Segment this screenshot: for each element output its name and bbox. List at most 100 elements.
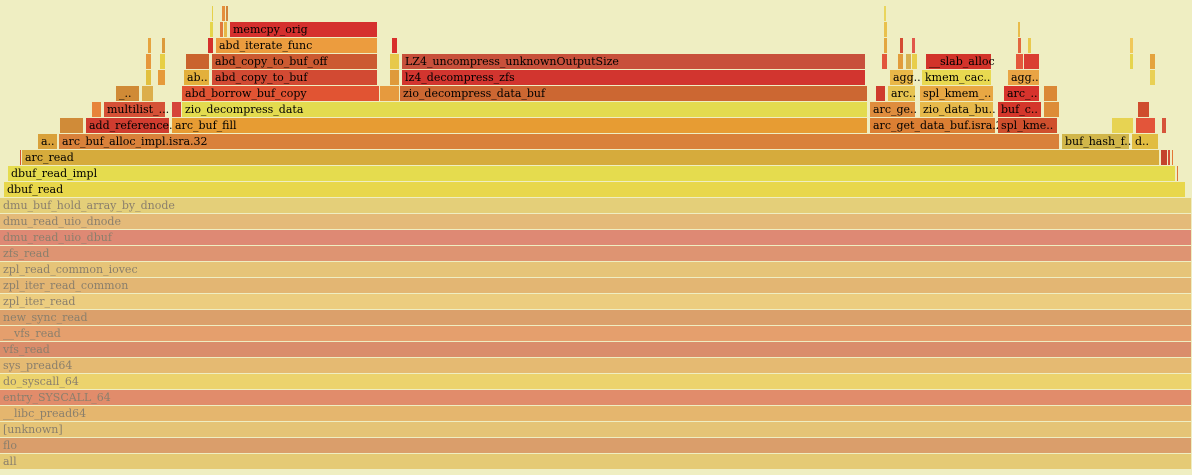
frame-bar[interactable] (0, 262, 1191, 277)
frame-unlabeled[interactable] (912, 38, 915, 53)
frame-bar[interactable] (1177, 166, 1178, 181)
frame-zpl-read-common-iovec[interactable]: zpl_read_common_ioveczpl_read_common_iov… (0, 262, 1191, 277)
frame-bar[interactable] (160, 54, 165, 69)
frame-bar[interactable] (884, 22, 887, 37)
frame-bar[interactable] (226, 6, 228, 21)
frame-bar[interactable] (898, 54, 903, 69)
frame-bar[interactable] (390, 54, 399, 69)
frame-bar[interactable] (0, 310, 1191, 325)
frame-all[interactable]: allall (0, 454, 1191, 469)
frame-abd-copy-to-buf[interactable]: abd_copy_to_bufabd_copy_to_buf (212, 70, 377, 85)
frame-bar[interactable] (402, 70, 865, 85)
frame-zio-data-bu[interactable]: zio_data_bu..zio_data_bu.. (920, 102, 996, 117)
frame-kmem-cac[interactable]: kmem_cac..kmem_cac.. (922, 70, 991, 85)
frame-bar[interactable] (186, 54, 209, 69)
frame-unlabeled[interactable] (884, 22, 887, 37)
frame-bar[interactable] (1062, 134, 1129, 149)
frame-arc-buf-alloc-impl-isra-32[interactable]: arc_buf_alloc_impl.isra.32arc_buf_alloc_… (59, 134, 1059, 149)
frame-unlabeled[interactable] (186, 54, 209, 69)
frame-unlabeled[interactable] (1044, 86, 1057, 101)
frame-bar[interactable] (230, 22, 377, 37)
frame-agg[interactable]: agg..agg.. (890, 70, 921, 85)
frame-bar[interactable] (400, 86, 867, 101)
frame-bar[interactable] (0, 358, 1191, 373)
frame-bar[interactable] (184, 70, 209, 85)
frame-bar[interactable] (60, 118, 83, 133)
frame-unlabeled[interactable] (900, 38, 903, 53)
frame-bar[interactable] (148, 38, 151, 53)
frame-unlabeled[interactable] (1162, 118, 1166, 133)
frame-bar[interactable] (1018, 38, 1021, 53)
frame-unlabeled[interactable] (226, 6, 228, 21)
frame-[interactable]: _.._.. (116, 86, 139, 101)
frame-bar[interactable] (884, 38, 887, 53)
frame-bar[interactable] (920, 86, 993, 101)
frame-bar[interactable] (922, 70, 991, 85)
frame-zio-decompress-data-buf[interactable]: zio_decompress_data_bufzio_decompress_da… (400, 86, 867, 101)
frame-bar[interactable] (0, 326, 1191, 341)
frame-unlabeled[interactable] (390, 54, 399, 69)
frame-spl-kme[interactable]: spl_kme..spl_kme.. (998, 118, 1057, 133)
frame-bar[interactable] (920, 102, 993, 117)
frame-dbuf-read-impl[interactable]: dbuf_read_impldbuf_read_impl (8, 166, 1175, 181)
frame-unlabeled[interactable] (158, 70, 165, 85)
frame-bar[interactable] (146, 54, 151, 69)
frame-unlabeled[interactable] (1028, 38, 1031, 53)
frame-bar[interactable] (222, 6, 225, 21)
frame-bar[interactable] (86, 118, 169, 133)
frame-bar[interactable] (4, 182, 1185, 197)
frame-bar[interactable] (1130, 54, 1133, 69)
frame-bar[interactable] (212, 54, 377, 69)
frame-unlabeled[interactable] (898, 54, 903, 69)
frame-unlabeled[interactable] (884, 38, 887, 53)
frame-unlabeled[interactable] (1016, 54, 1023, 69)
frame-unlabeled[interactable] (906, 54, 911, 69)
frame-bar[interactable] (998, 118, 1057, 133)
frame-bar[interactable] (116, 86, 139, 101)
frame-unlabeled[interactable] (1024, 54, 1039, 69)
frame-bar[interactable] (172, 118, 867, 133)
frame-bar[interactable] (890, 70, 913, 85)
frame-bar[interactable] (146, 70, 151, 85)
frame-bar[interactable] (888, 86, 915, 101)
frame-bar[interactable] (0, 230, 1191, 245)
frame-unlabeled[interactable] (172, 102, 181, 117)
frame-arc[interactable]: arc_..arc_.. (1004, 86, 1039, 101)
frame-bar[interactable] (172, 102, 181, 117)
frame-unlabeled[interactable] (212, 6, 213, 21)
frame-bar[interactable] (900, 38, 903, 53)
frame-unlabeled[interactable] (1150, 70, 1155, 85)
frame-arc[interactable]: arc..arc.. (888, 86, 916, 101)
frame-bar[interactable] (390, 70, 399, 85)
frame-bar[interactable] (0, 342, 1191, 357)
frame-bar[interactable] (1016, 54, 1023, 69)
frame-bar[interactable] (0, 246, 1191, 261)
frame-bar[interactable] (0, 406, 1191, 421)
frame-bar[interactable] (210, 22, 213, 37)
frame-unlabeled[interactable] (60, 118, 83, 133)
frame-bar[interactable] (1132, 134, 1158, 149)
frame-bar[interactable] (0, 374, 1191, 389)
frame-flo[interactable]: floflo (0, 438, 1191, 453)
frame-bar[interactable] (1004, 86, 1039, 101)
frame-bar[interactable] (870, 102, 915, 117)
frame-bar[interactable] (59, 134, 1059, 149)
frame-bar[interactable] (912, 38, 915, 53)
frame-bar[interactable] (1138, 102, 1149, 117)
frame-lz4-decompress-zfs[interactable]: lz4_decompress_zfslz4_decompress_zfs (402, 70, 865, 85)
frame-bar[interactable] (912, 54, 917, 69)
frame-lz4-uncompress-unknownoutputsize[interactable]: LZ4_uncompress_unknownOutputSizeLZ4_unco… (402, 54, 865, 69)
frame-bar[interactable] (92, 102, 101, 117)
frame-bar[interactable] (1044, 86, 1057, 101)
frame-bar[interactable] (884, 6, 886, 21)
frame-bar[interactable] (142, 86, 153, 101)
frame-bar[interactable] (1044, 102, 1059, 117)
frame-bar[interactable] (926, 54, 991, 69)
frame-unlabeled[interactable] (1018, 22, 1020, 37)
frame-bar[interactable] (220, 22, 223, 37)
frame-bar[interactable] (392, 38, 397, 53)
